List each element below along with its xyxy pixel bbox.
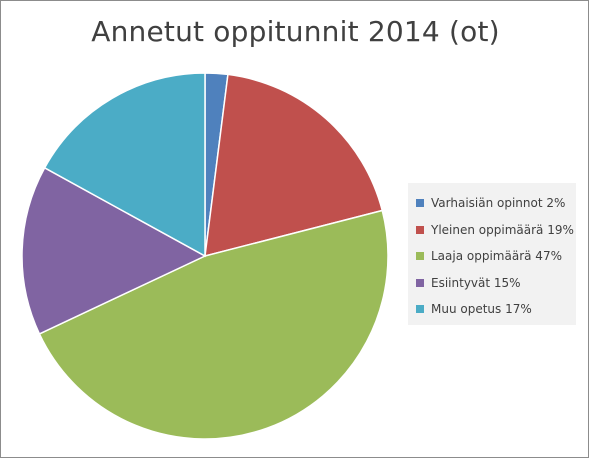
- legend-swatch: [416, 305, 424, 314]
- legend-label: Esiintyvät 15%: [431, 275, 521, 290]
- legend-label: Laaja oppimäärä 47%: [431, 249, 562, 264]
- pie-slice-esiintyvät: [21, 166, 207, 335]
- chart-title: Annetut oppitunnit 2014 (ot): [91, 15, 500, 48]
- legend-item-yleinen-oppimaara: Yleinen oppimäärä 19%: [416, 217, 576, 244]
- legend-label: Muu opetus 17%: [431, 302, 532, 317]
- legend-swatch: [416, 225, 424, 234]
- legend-item-laaja-oppimaara: Laaja oppimäärä 47%: [416, 243, 576, 270]
- legend-swatch: [416, 278, 424, 287]
- legend-item-esiintyvat: Esiintyvät 15%: [416, 270, 576, 297]
- pie-slices: [21, 72, 389, 440]
- legend-item-varhaisian-opinnot: Varhaisiän opinnot 2%: [416, 190, 576, 217]
- legend-item-muu-opetus: Muu opetus 17%: [416, 296, 576, 323]
- chart-legend: Varhaisiän opinnot 2% Yleinen oppimäärä …: [408, 183, 576, 325]
- legend-swatch: [416, 252, 424, 261]
- pie-slice-muu-opetus: [43, 72, 206, 258]
- pie-slice-laaja-oppimäärä: [38, 209, 389, 440]
- pie-slice-yleinen-oppimäärä: [204, 73, 384, 258]
- legend-swatch: [416, 199, 424, 208]
- legend-label: Yleinen oppimäärä 19%: [431, 222, 574, 237]
- legend-label: Varhaisiän opinnot 2%: [431, 196, 566, 211]
